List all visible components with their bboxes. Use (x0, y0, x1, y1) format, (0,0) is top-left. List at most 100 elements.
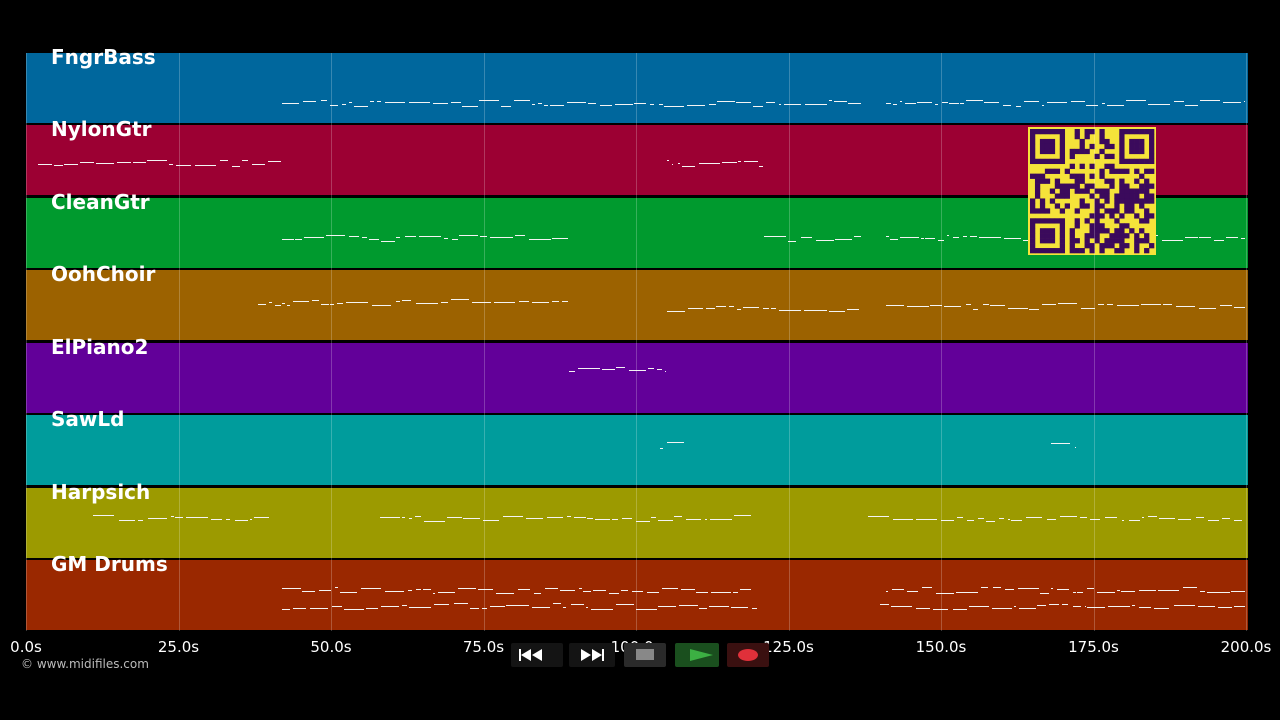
qr-module (1089, 223, 1095, 229)
qr-module (1030, 223, 1036, 229)
qr-module (1079, 178, 1085, 184)
qr-module (1074, 218, 1080, 224)
qr-module (1054, 168, 1061, 174)
midi-note (147, 518, 167, 519)
qr-module (1139, 143, 1145, 150)
qr-pattern (1030, 129, 1155, 254)
qr-module (1039, 203, 1046, 209)
qr-module (1114, 193, 1120, 199)
midi-note (764, 236, 787, 237)
qr-module (1030, 173, 1036, 179)
midi-note (282, 303, 285, 304)
qr-module (1119, 238, 1125, 244)
qr-module (1139, 158, 1145, 165)
midi-note (477, 589, 494, 590)
track-harpsich[interactable]: Harpsich (26, 480, 1248, 558)
qr-module (1149, 158, 1155, 165)
qr-module (1149, 133, 1155, 140)
qr-module (1079, 143, 1085, 150)
midi-note (1090, 519, 1101, 520)
fast-forward-button[interactable] (569, 643, 615, 667)
midi-note (361, 588, 381, 589)
qr-module (1030, 143, 1036, 150)
midi-note (925, 238, 936, 239)
track-gm-drums[interactable]: GM Drums (26, 552, 1248, 630)
qr-module (1044, 178, 1051, 184)
midi-note (947, 235, 950, 236)
midi-note (1147, 104, 1171, 105)
qr-module (1134, 248, 1140, 254)
midi-note (372, 305, 391, 306)
midi-note (658, 606, 677, 607)
midi-note (38, 164, 53, 165)
stop-button[interactable] (624, 643, 666, 667)
midi-note (966, 520, 975, 521)
qr-module (1129, 188, 1135, 194)
qr-module (1094, 223, 1100, 229)
play-button[interactable] (675, 643, 719, 667)
midi-note (937, 240, 945, 241)
track-fngrbass[interactable]: FngrBass (26, 45, 1248, 123)
midi-note (490, 237, 513, 238)
midi-note (409, 607, 431, 608)
midi-note (451, 239, 458, 240)
midi-note (662, 588, 679, 589)
midi-note (962, 236, 967, 237)
qr-module (1074, 238, 1080, 244)
qr-module (1124, 168, 1130, 174)
fast-forward-icon (581, 649, 604, 661)
midi-note (941, 102, 948, 103)
midi-note (1173, 101, 1184, 102)
midi-note (231, 166, 240, 167)
midi-note (991, 608, 1012, 609)
midi-note (658, 104, 664, 105)
track-sawld[interactable]: SawLd (26, 407, 1248, 485)
midi-note (847, 309, 859, 310)
qr-module (1109, 143, 1115, 150)
qr-module (1059, 228, 1066, 234)
midi-note (904, 103, 916, 104)
midi-note (595, 519, 611, 520)
qr-module (1124, 158, 1130, 165)
midi-note (1084, 606, 1087, 607)
qr-module (1084, 203, 1090, 209)
midi-note (437, 592, 455, 593)
qr-module (1039, 208, 1046, 214)
midi-note (567, 102, 586, 103)
midi-note (225, 519, 231, 520)
qr-module (1119, 168, 1125, 174)
midi-note (292, 301, 309, 302)
midi-note (251, 164, 266, 165)
midi-note (978, 518, 984, 519)
qr-module (1069, 183, 1075, 189)
rewind-button[interactable] (511, 643, 563, 667)
time-tick: 150.0s (915, 638, 967, 656)
midi-note (211, 519, 222, 520)
qr-module (1119, 143, 1125, 150)
midi-note (194, 165, 217, 166)
qr-module (1139, 203, 1145, 209)
qr-module (1144, 168, 1150, 174)
qr-module (1099, 248, 1105, 254)
track-oohchoir[interactable]: OohChoir (26, 262, 1248, 340)
qr-module (1114, 238, 1120, 244)
midi-note (1025, 517, 1043, 518)
midi-note (282, 239, 294, 240)
qr-module (1099, 203, 1105, 209)
midi-note (1125, 100, 1147, 101)
track-elpiano2[interactable]: ElPiano2 (26, 335, 1248, 413)
midi-note (326, 235, 345, 236)
midi-note (921, 238, 924, 239)
midi-note (758, 166, 764, 167)
qr-module (1099, 243, 1105, 249)
midi-note (893, 519, 913, 520)
record-button[interactable] (727, 643, 769, 667)
qr-module (1094, 233, 1100, 239)
midi-note (867, 516, 890, 517)
qr-module (1074, 223, 1080, 229)
midi-note (1086, 588, 1095, 589)
midi-note (529, 239, 551, 240)
qr-module (1144, 208, 1150, 214)
midi-note (635, 521, 650, 522)
qr-module (1094, 228, 1100, 234)
